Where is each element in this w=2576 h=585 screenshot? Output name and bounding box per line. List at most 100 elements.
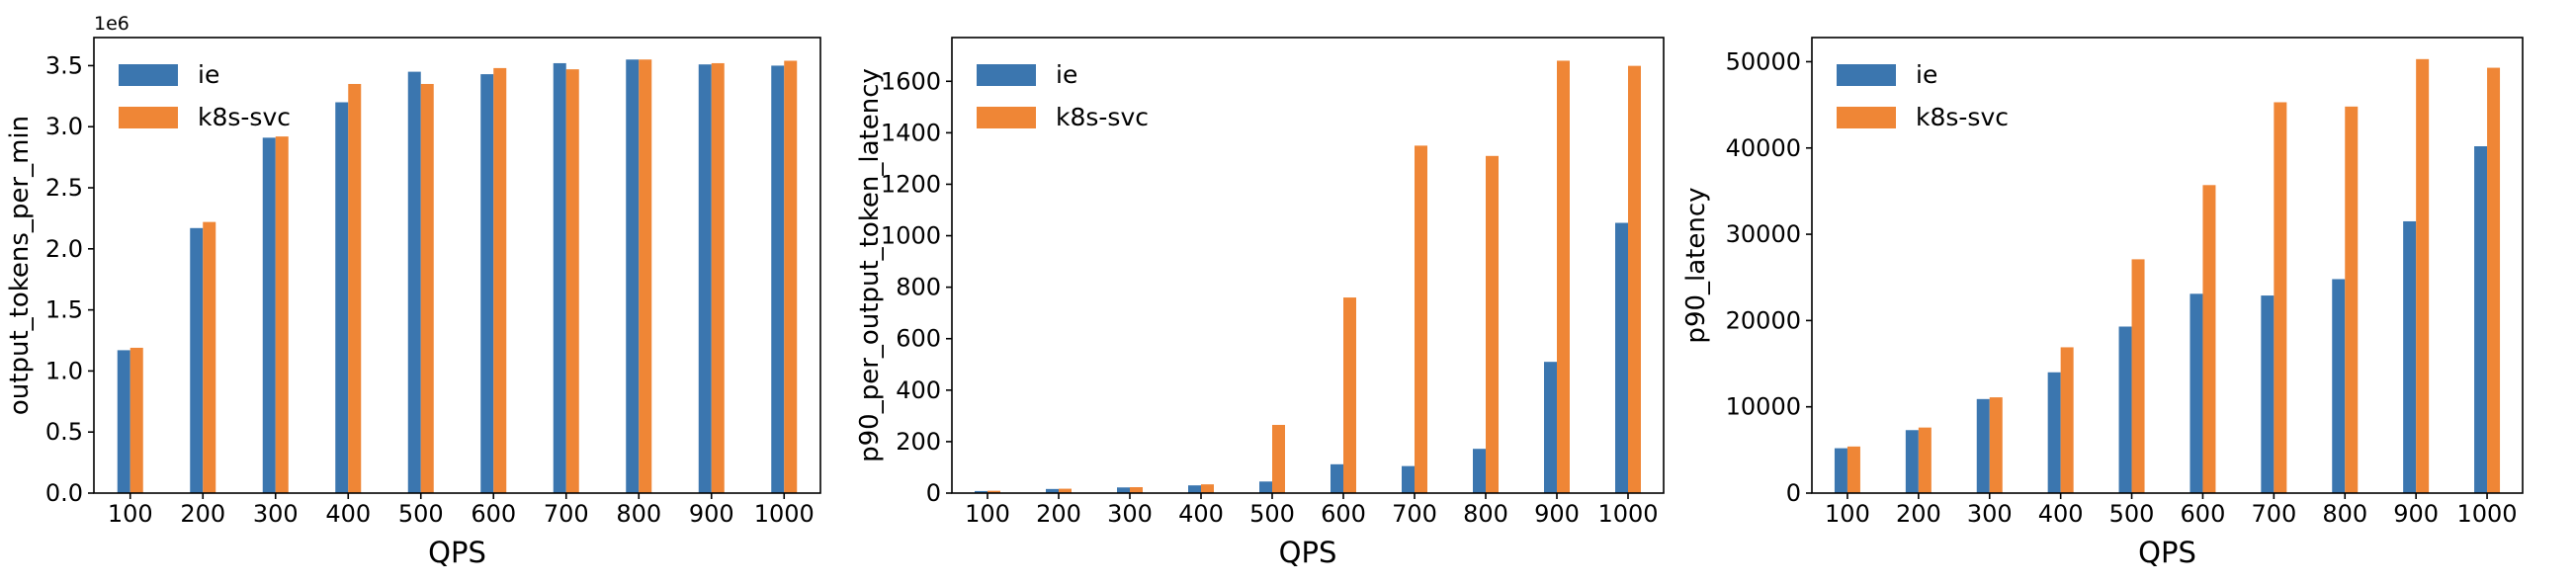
chart-p90_per_output_token_latency: 0 200 400 600 800 1000 1200 1400 1600 100 200 300 40… xyxy=(855,37,1665,569)
x-tick-label: 1000 xyxy=(754,500,815,528)
bar-k8s-svc-900 xyxy=(1557,60,1570,494)
x-tick-label: 200 xyxy=(180,500,225,528)
bar-ie-400 xyxy=(1188,485,1201,493)
bar-k8s-svc-500 xyxy=(2131,259,2145,493)
x-tick-label: 700 xyxy=(2251,500,2296,528)
bar-ie-600 xyxy=(480,74,494,493)
bar-ie-100 xyxy=(1834,448,1847,493)
bar-k8s-svc-600 xyxy=(493,67,507,493)
x-tick-label: 600 xyxy=(1321,500,1366,528)
y-tick-label: 800 xyxy=(896,274,941,301)
x-tick-label: 400 xyxy=(2038,500,2084,528)
bar-ie-900 xyxy=(2403,220,2417,493)
y-tick-label: 1600 xyxy=(881,67,941,95)
x-tick-label: 100 xyxy=(1825,500,1870,528)
bar-ie-100 xyxy=(117,350,130,493)
y-tick-label: 20000 xyxy=(1726,306,1801,334)
bar-k8s-svc-500 xyxy=(1272,424,1285,493)
y-tick-label: 2.5 xyxy=(45,174,83,202)
bar-ie-300 xyxy=(1976,398,1990,493)
x-tick-label: 200 xyxy=(1896,500,1941,528)
x-tick-label: 1000 xyxy=(2457,500,2518,528)
bar-ie-1000 xyxy=(1615,222,1628,493)
bar-ie-500 xyxy=(2118,326,2132,493)
bar-ie-300 xyxy=(262,137,276,494)
bar-ie-900 xyxy=(1544,362,1557,493)
bar-ie-200 xyxy=(1046,488,1059,493)
bar-k8s-svc-900 xyxy=(711,62,725,494)
plot-border xyxy=(951,37,1665,494)
bar-ie-600 xyxy=(1331,463,1343,493)
legend-swatch-ie xyxy=(119,64,178,86)
bar-ie-1000 xyxy=(771,65,785,494)
bar-ie-600 xyxy=(2190,293,2203,493)
bar-k8s-svc-700 xyxy=(565,69,579,494)
bar-k8s-svc-100 xyxy=(987,490,1000,493)
y-tick-label: 0.0 xyxy=(45,479,83,507)
x-tick-label: 400 xyxy=(1178,500,1224,528)
bar-ie-200 xyxy=(1905,430,1919,493)
y-tick-label: 1000 xyxy=(881,222,941,250)
bar-k8s-svc-400 xyxy=(1201,484,1214,493)
legend-swatch-ie xyxy=(977,64,1036,86)
x-tick-label: 300 xyxy=(1107,500,1153,528)
x-tick-label: 800 xyxy=(2322,500,2367,528)
bar-k8s-svc-300 xyxy=(1989,397,2003,493)
y-tick-label: 400 xyxy=(896,376,941,404)
y-tick-label: 0.5 xyxy=(45,418,83,446)
bar-ie-500 xyxy=(1259,481,1272,493)
y-tick-label: 0 xyxy=(926,479,941,507)
x-tick-label: 100 xyxy=(965,500,1010,528)
bar-ie-700 xyxy=(1402,465,1415,493)
x-tick-label: 500 xyxy=(2109,500,2155,528)
y-tick-label: 30000 xyxy=(1726,220,1801,248)
bar-k8s-svc-1000 xyxy=(784,60,798,493)
bar-k8s-svc-400 xyxy=(348,83,362,493)
bar-ie-200 xyxy=(190,227,204,493)
y-tick-label: 3.5 xyxy=(45,51,83,79)
bar-ie-800 xyxy=(2332,279,2346,493)
y-tick-label: 10000 xyxy=(1726,393,1801,421)
y-tick-label: 1.0 xyxy=(45,357,83,384)
y-axis-label: p90_per_output_token_latency xyxy=(855,68,885,462)
legend-swatch-k8s-svc xyxy=(119,107,178,128)
chart-output_tokens_per_min: 0.0 0.5 1.0 1.5 2.0 2.5 3.0 3.5 100 200 300 400 500 6… xyxy=(5,13,821,569)
bar-k8s-svc-700 xyxy=(2274,102,2287,493)
bar-k8s-svc-800 xyxy=(2345,106,2359,494)
bar-k8s-svc-600 xyxy=(1343,297,1356,493)
x-tick-label: 900 xyxy=(2393,500,2439,528)
legend-swatch-ie xyxy=(1837,64,1896,86)
bar-k8s-svc-400 xyxy=(2060,347,2074,493)
y-axis-offset-text: 1e6 xyxy=(94,13,129,35)
y-tick-label: 1400 xyxy=(881,119,941,146)
x-tick-label: 800 xyxy=(616,500,661,528)
bar-k8s-svc-700 xyxy=(1415,145,1427,493)
x-tick-label: 300 xyxy=(253,500,299,528)
bar-ie-500 xyxy=(407,71,421,493)
legend-label-ie: ie xyxy=(1056,60,1077,89)
bar-ie-400 xyxy=(335,102,349,493)
bar-k8s-svc-100 xyxy=(129,347,143,493)
legend-swatch-k8s-svc xyxy=(977,107,1036,128)
bar-k8s-svc-200 xyxy=(1918,427,1932,493)
x-tick-label: 100 xyxy=(108,500,153,528)
legend-swatch-k8s-svc xyxy=(1837,107,1896,128)
bar-k8s-svc-200 xyxy=(203,221,216,493)
x-tick-label: 500 xyxy=(398,500,444,528)
bar-k8s-svc-500 xyxy=(420,83,434,493)
y-tick-label: 200 xyxy=(896,428,941,456)
x-tick-label: 900 xyxy=(689,500,734,528)
y-tick-label: 50000 xyxy=(1726,47,1801,75)
plot-border xyxy=(1811,37,2524,494)
plot-border xyxy=(93,37,821,494)
x-tick-label: 200 xyxy=(1036,500,1081,528)
bar-ie-700 xyxy=(553,62,566,494)
bar-ie-100 xyxy=(975,490,987,493)
x-tick-label: 300 xyxy=(1967,500,2013,528)
y-tick-label: 0 xyxy=(1786,479,1801,507)
legend-label-k8s-svc: k8s-svc xyxy=(198,103,291,131)
x-tick-label: 400 xyxy=(325,500,371,528)
y-tick-label: 1.5 xyxy=(45,296,83,324)
y-tick-label: 2.0 xyxy=(45,235,83,263)
